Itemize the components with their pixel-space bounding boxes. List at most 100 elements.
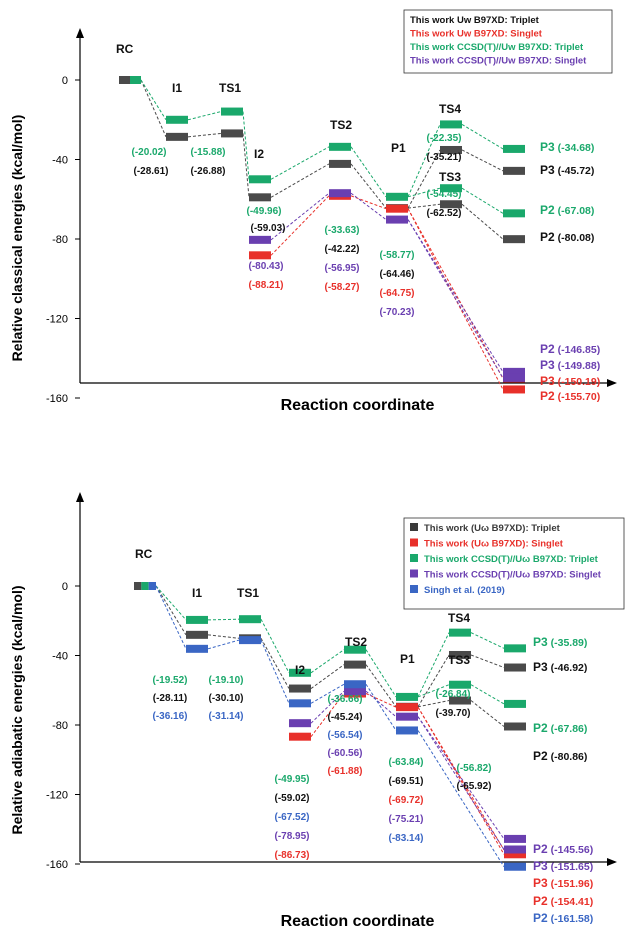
value-label: (-67.52) — [274, 812, 309, 823]
y-tick-label: -40 — [52, 155, 68, 167]
value-label: (-35.21) — [426, 152, 461, 163]
legend-label: This work (Uω B97XD): Triplet — [424, 523, 561, 534]
value-label: (-33.63) — [324, 225, 359, 236]
level-bar-ts2 — [329, 189, 351, 198]
x-axis-title: Reaction coordinate — [281, 913, 435, 930]
product-name: P3 — [540, 163, 555, 177]
y-axis-title: Relative classical energies (kcal/mol) — [9, 115, 25, 362]
level-bar-i1 — [166, 115, 188, 124]
connector-line — [270, 163, 330, 198]
product-value: (-154.41) — [548, 896, 594, 908]
level-bar-p1 — [396, 726, 418, 735]
level-bar-p1 — [396, 712, 418, 721]
product-value: (-161.58) — [548, 913, 594, 925]
value-label: (-88.21) — [248, 280, 283, 291]
connector-line — [310, 693, 345, 737]
connector-line — [365, 649, 397, 698]
level-bar-p2 — [504, 699, 526, 708]
connector-line — [470, 700, 505, 727]
connector-line — [417, 706, 505, 855]
level-bar-ts2 — [344, 660, 366, 669]
species-label-i1: I1 — [172, 81, 182, 95]
y-tick-label: -80 — [52, 720, 68, 732]
y-tick-label: -160 — [46, 393, 68, 405]
species-label-ts4: TS4 — [448, 611, 470, 625]
connector-line — [187, 111, 222, 121]
connector-line — [365, 683, 397, 731]
product-label: P2 (-155.70) — [540, 389, 600, 403]
product-value: (-149.88) — [555, 360, 601, 372]
product-label: P3 (-151.96) — [533, 876, 593, 890]
connector-line — [365, 690, 397, 718]
product-name: P2 — [533, 911, 548, 925]
product-value: (-155.70) — [555, 391, 601, 403]
level-bar-i1 — [186, 644, 208, 653]
connector-line — [417, 684, 450, 698]
value-label: (-20.02) — [131, 147, 166, 158]
level-bar-rc — [119, 76, 130, 84]
value-label: (-30.10) — [208, 693, 243, 704]
value-label: (-36.66) — [327, 694, 362, 705]
level-bar-p3 — [504, 663, 526, 672]
level-bar-ts4 — [440, 145, 462, 154]
product-label: P3 (-34.68) — [540, 140, 594, 154]
connector-line — [470, 632, 505, 649]
legend-label: This work Uw B97XD: Singlet — [410, 29, 543, 40]
connector-line — [407, 208, 504, 379]
product-label: P3 (-150.19) — [540, 374, 600, 388]
level-bar-ts2 — [344, 687, 366, 696]
connector-line — [310, 649, 345, 674]
y-tick-label: -40 — [52, 651, 68, 663]
product-name: P3 — [533, 859, 548, 873]
level-bar-i2 — [289, 684, 311, 693]
level-bar-p2 — [503, 209, 525, 218]
level-bar-i2 — [249, 193, 271, 202]
product-name: P3 — [533, 635, 548, 649]
connector-line — [470, 654, 505, 668]
product-name: P2 — [533, 749, 548, 763]
level-bar-i2 — [249, 175, 271, 184]
level-bar-rc — [148, 582, 156, 590]
legend-label: This work CCSD(T)//Uw B97XD: Triplet — [410, 42, 584, 53]
level-bar-ts1 — [221, 129, 243, 138]
level-bar-ts3 — [449, 680, 471, 689]
product-value: (-67.86) — [548, 723, 588, 735]
value-label: (-56.95) — [324, 263, 359, 274]
y-tick-label: 0 — [62, 581, 68, 593]
y-tick-label: -160 — [46, 859, 68, 871]
value-label: (-75.21) — [388, 814, 423, 825]
y-tick-label: -80 — [52, 234, 68, 246]
level-bar-p2 — [504, 722, 526, 731]
connector-line — [407, 149, 441, 209]
value-label: (-28.61) — [133, 166, 168, 177]
connector-line — [155, 585, 187, 621]
product-value: (-34.68) — [555, 142, 595, 154]
connector-line — [187, 132, 222, 138]
connector-line — [350, 192, 387, 220]
connector-line — [207, 639, 240, 650]
level-bar-ts1 — [239, 615, 261, 624]
level-bar-p3 — [503, 166, 525, 175]
level-bar-i2 — [289, 732, 311, 741]
product-name: P3 — [540, 140, 555, 154]
product-label: P3 (-45.72) — [540, 163, 594, 177]
level-bar-i1 — [166, 132, 188, 141]
legend-swatch — [410, 585, 418, 593]
level-bar-p2 — [504, 862, 526, 871]
level-bar-p3 — [503, 144, 525, 153]
connector-line — [242, 133, 250, 198]
legend-label: This work CCSD(T)//Uω B97XD: Singlet — [424, 570, 602, 581]
connector-line — [417, 632, 450, 698]
product-value: (-35.89) — [548, 637, 588, 649]
y-tick-label: -120 — [46, 790, 68, 802]
connector-line — [461, 203, 504, 240]
connector-line — [270, 146, 330, 180]
connector-line — [155, 585, 187, 650]
connector-line — [310, 683, 345, 704]
level-bar-p2 — [503, 367, 525, 376]
product-label: P2 (-67.08) — [540, 203, 594, 217]
value-label: (-70.23) — [379, 307, 414, 318]
product-value: (-80.08) — [555, 232, 595, 244]
level-bar-ts4 — [440, 120, 462, 129]
